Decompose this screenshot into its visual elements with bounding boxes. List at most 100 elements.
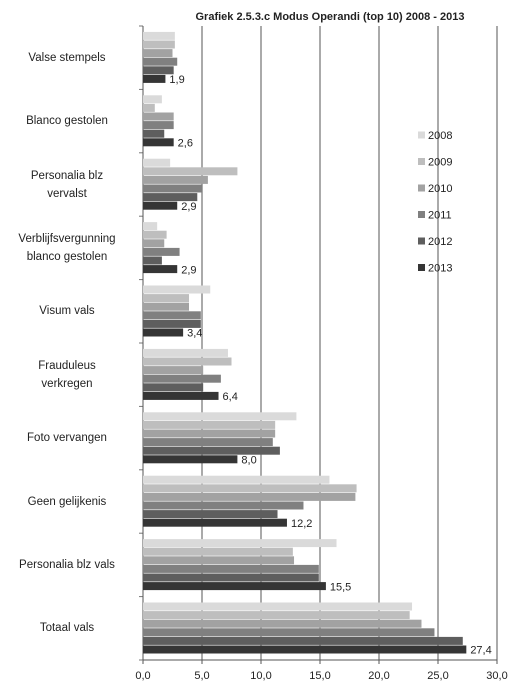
bar xyxy=(143,121,174,130)
bar xyxy=(143,602,413,611)
bar xyxy=(143,265,178,274)
bar xyxy=(143,184,202,193)
bar xyxy=(143,501,304,510)
bar xyxy=(143,455,238,464)
bar xyxy=(143,222,158,231)
legend-label: 2011 xyxy=(428,209,452,221)
legend-swatch xyxy=(418,211,425,218)
x-tick-label: 20,0 xyxy=(368,670,389,682)
bar xyxy=(143,383,204,392)
bar xyxy=(143,391,219,400)
bar xyxy=(143,31,175,40)
y-tick-label: Foto vervangen xyxy=(27,432,107,445)
x-tick-label: 0,0 xyxy=(135,670,150,682)
legend-label: 2010 xyxy=(428,183,452,195)
y-tick-label: Personalia blz vervalst xyxy=(30,169,104,200)
legend-label: 2009 xyxy=(428,156,452,168)
bar xyxy=(143,230,167,239)
y-tick-label: Personalia blz vals xyxy=(19,558,115,571)
bar xyxy=(143,294,190,303)
data-label: 8,0 xyxy=(241,455,256,467)
bar xyxy=(143,475,330,484)
bar xyxy=(143,175,208,184)
bar xyxy=(143,510,278,519)
bar xyxy=(143,57,178,66)
bar xyxy=(143,564,319,573)
bar xyxy=(143,420,276,429)
legend-label: 2008 xyxy=(428,130,452,142)
y-tick-label: Geen gelijkenis xyxy=(27,495,107,508)
bar xyxy=(143,628,435,637)
bar xyxy=(143,357,232,366)
bar xyxy=(143,492,356,501)
bar xyxy=(143,239,165,248)
bar xyxy=(143,167,238,176)
bar xyxy=(143,539,337,548)
bar xyxy=(143,256,162,265)
x-tick-label: 30,0 xyxy=(486,670,507,682)
bar xyxy=(143,103,155,112)
bar xyxy=(143,547,293,556)
data-label: 6,4 xyxy=(223,391,238,403)
data-label: 2,9 xyxy=(181,264,196,276)
bar xyxy=(143,429,276,438)
data-label: 27,4 xyxy=(470,645,491,657)
bar xyxy=(143,193,198,202)
bar xyxy=(143,201,178,210)
bar xyxy=(143,446,280,455)
bar xyxy=(143,158,171,167)
y-tick-label: Blanco gestolen xyxy=(26,115,108,128)
bar xyxy=(143,366,204,375)
y-tick-label: Verblijfsvergunning blanco gestolen xyxy=(18,232,116,263)
legend-swatch xyxy=(418,131,425,139)
bar xyxy=(143,438,273,447)
bar xyxy=(143,518,287,527)
bar xyxy=(143,95,162,104)
data-label: 1,9 xyxy=(169,74,184,86)
bar xyxy=(143,129,165,138)
chart-title: Grafiek 2.5.3.c Modus Operandi (top 10) … xyxy=(196,11,465,23)
legend-swatch xyxy=(418,158,425,165)
y-tick-label: Totaal vals xyxy=(39,622,95,635)
bar xyxy=(143,484,357,493)
bar xyxy=(143,582,326,591)
x-tick-label: 5,0 xyxy=(194,670,209,682)
legend-label: 2012 xyxy=(428,236,452,248)
bar xyxy=(143,645,467,654)
bar xyxy=(143,636,463,645)
bar xyxy=(143,573,319,582)
bar xyxy=(143,348,228,357)
bar xyxy=(143,311,201,320)
bar xyxy=(143,611,410,620)
data-label: 12,2 xyxy=(291,518,312,530)
legend-label: 2013 xyxy=(428,262,452,274)
data-label: 3,4 xyxy=(187,328,202,340)
x-tick-label: 25,0 xyxy=(427,670,448,682)
bar xyxy=(143,302,190,311)
bar xyxy=(143,40,175,49)
bar xyxy=(143,556,295,565)
bar xyxy=(143,112,174,121)
legend-swatch xyxy=(418,237,425,245)
bar xyxy=(143,619,422,628)
data-label: 15,5 xyxy=(330,581,351,593)
legend-swatch xyxy=(418,184,425,192)
bar xyxy=(143,49,173,58)
bar xyxy=(143,412,297,421)
bar xyxy=(143,74,166,83)
bar xyxy=(143,138,174,147)
y-tick-label: Visum vals xyxy=(39,305,95,318)
data-label: 2,9 xyxy=(181,201,196,213)
bar xyxy=(143,328,184,337)
bar xyxy=(143,285,211,294)
bar xyxy=(143,247,180,256)
y-tick-label: Valse stempels xyxy=(28,51,106,64)
bar xyxy=(143,66,174,75)
bar xyxy=(143,319,201,328)
x-tick-label: 15,0 xyxy=(309,670,330,682)
data-label: 2,6 xyxy=(178,138,193,150)
legend-swatch xyxy=(418,264,425,271)
bar xyxy=(143,374,221,383)
